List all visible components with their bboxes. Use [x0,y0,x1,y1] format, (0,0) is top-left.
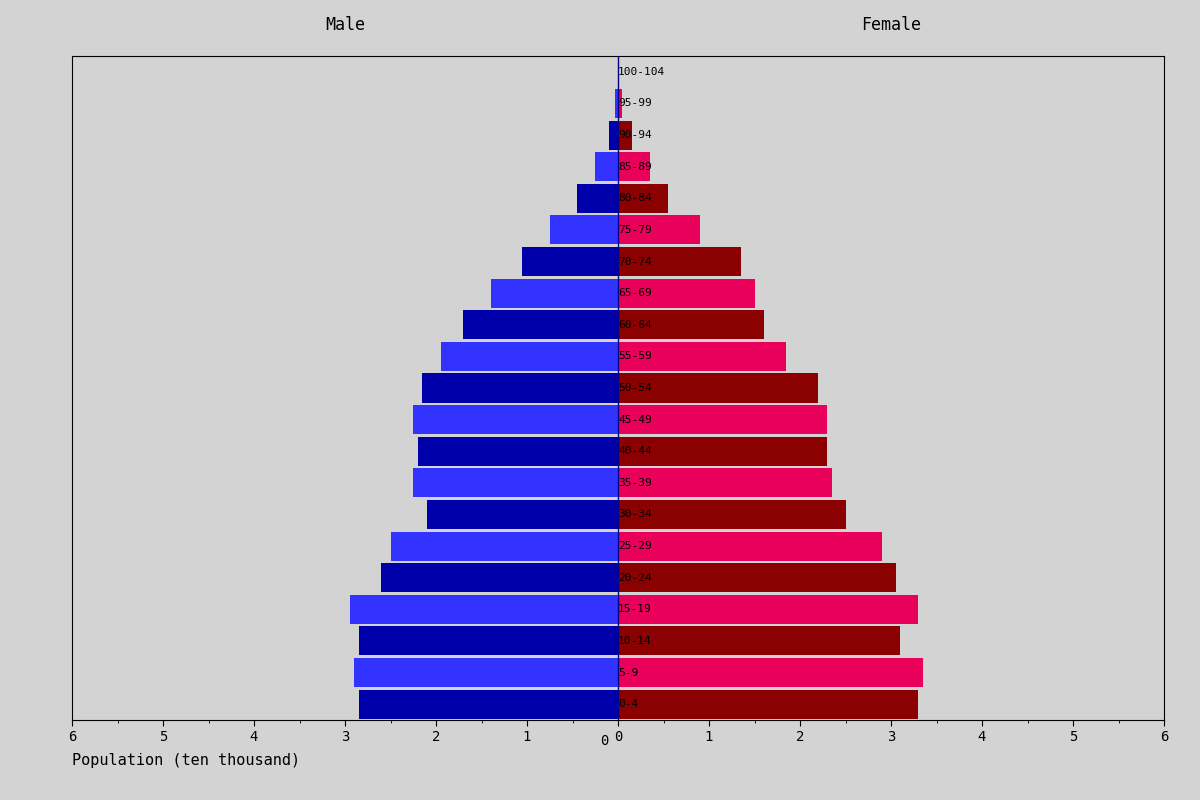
Text: 75-79: 75-79 [618,225,652,235]
Text: 20-24: 20-24 [618,573,652,582]
Bar [618,468,832,498]
Bar [618,500,846,529]
Bar [550,215,618,245]
Bar [427,500,618,529]
Text: 55-59: 55-59 [618,351,652,362]
Bar [608,121,618,150]
Text: 40-44: 40-44 [618,446,652,456]
Text: 100-104: 100-104 [618,67,665,77]
Bar [595,152,618,182]
Text: 15-19: 15-19 [618,604,652,614]
Bar [390,531,618,561]
Text: 10-14: 10-14 [618,636,652,646]
Bar [413,405,618,434]
Text: 45-49: 45-49 [618,414,652,425]
Bar [616,89,618,118]
Bar [422,374,618,402]
Text: 25-29: 25-29 [618,541,652,551]
Bar [618,152,650,182]
Text: 0-4: 0-4 [618,699,638,709]
Text: 0: 0 [600,734,608,748]
Bar [577,184,618,213]
Text: Population (ten thousand): Population (ten thousand) [72,753,300,768]
Text: 30-34: 30-34 [618,510,652,519]
Bar [618,594,918,624]
Text: 90-94: 90-94 [618,130,652,140]
Bar [618,184,668,213]
Text: 5-9: 5-9 [618,667,638,678]
Bar [382,563,618,592]
Bar [349,594,618,624]
Bar [618,89,622,118]
Bar [618,215,700,245]
Bar [618,690,918,718]
Bar [618,405,827,434]
Text: 70-74: 70-74 [618,257,652,266]
Text: 60-64: 60-64 [618,320,652,330]
Bar [491,278,618,308]
Bar [359,690,618,718]
Text: Male: Male [325,16,365,34]
Bar [618,437,827,466]
Bar [618,121,631,150]
Bar [618,563,895,592]
Bar [618,374,818,402]
Bar [618,626,900,655]
Bar [618,278,755,308]
Bar [354,658,618,687]
Bar [522,247,618,276]
Bar [618,247,740,276]
Bar [359,626,618,655]
Bar [413,468,618,498]
Text: 65-69: 65-69 [618,288,652,298]
Bar [618,342,786,371]
Text: 85-89: 85-89 [618,162,652,172]
Text: 80-84: 80-84 [618,194,652,203]
Text: 95-99: 95-99 [618,98,652,109]
Text: 35-39: 35-39 [618,478,652,488]
Text: 50-54: 50-54 [618,383,652,393]
Bar [463,310,618,339]
Bar [418,437,618,466]
Bar [440,342,618,371]
Text: Female: Female [862,16,922,34]
Bar [618,658,923,687]
Bar [618,531,882,561]
Bar [618,310,763,339]
